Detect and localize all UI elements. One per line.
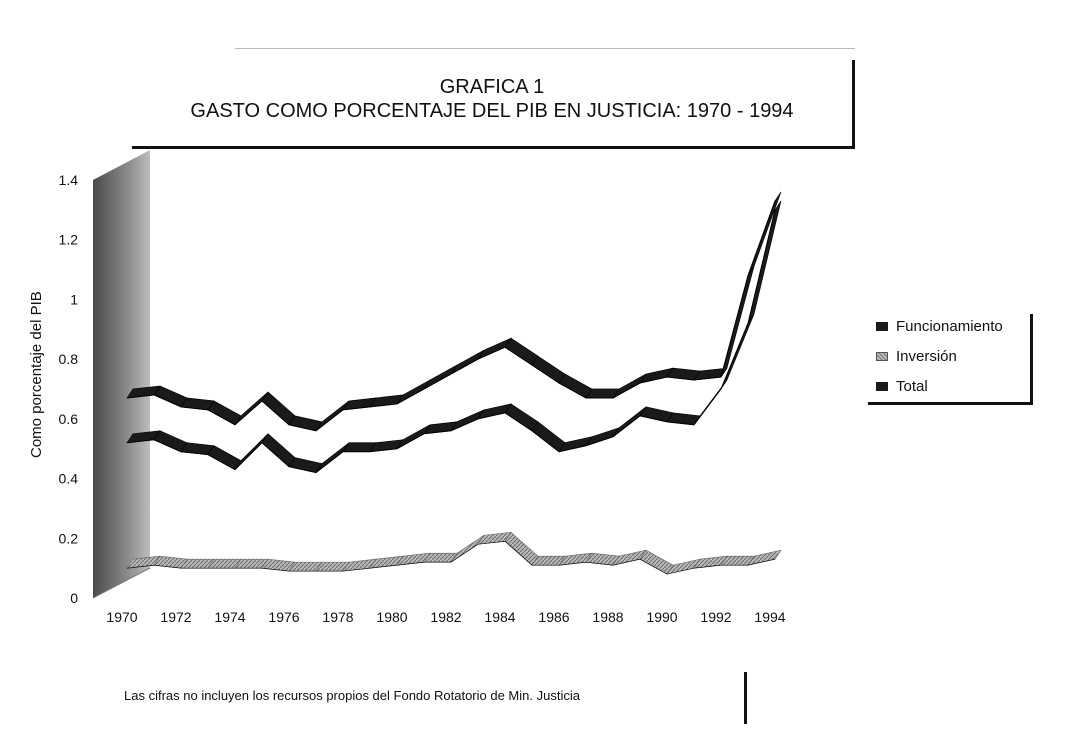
chart-title-box: GRAFICA 1 GASTO COMO PORCENTAJE DEL PIB …: [132, 60, 855, 149]
series-total: [126, 191, 782, 432]
series-funcionamiento: [126, 200, 782, 474]
series-segment: [261, 433, 296, 468]
y-tick-label: 1.4: [59, 172, 79, 188]
series-segment: [315, 442, 350, 473]
y-tick-label: 0.4: [59, 471, 79, 487]
legend-item-inversion: Inversión: [876, 346, 957, 366]
legend: Funcionamiento Inversión Total: [868, 314, 1033, 405]
x-tick-label: 1980: [376, 609, 407, 625]
y-tick-label: 1: [70, 291, 78, 307]
chart-back-wall: [93, 150, 150, 598]
y-tick-label: 0.2: [59, 530, 79, 546]
legend-swatch-inversion: [876, 351, 888, 361]
x-tick-label: 1972: [160, 609, 191, 625]
margin-bar: [744, 672, 747, 724]
y-tick-label: 1.2: [59, 232, 79, 248]
series-segment: [396, 379, 431, 405]
x-tick-label: 1986: [538, 609, 569, 625]
x-tick-label: 1974: [214, 609, 245, 625]
x-tick-label: 1992: [700, 609, 731, 625]
x-tick-label: 1982: [430, 609, 461, 625]
series-segment: [153, 385, 188, 408]
x-tick-label: 1970: [106, 609, 137, 625]
series-segment: [396, 424, 431, 449]
legend-label-total: Total: [896, 377, 928, 395]
y-tick-label: 0.6: [59, 411, 79, 427]
series-inversin: [126, 531, 782, 575]
legend-swatch-funcionamiento: [876, 321, 888, 331]
legend-item-total: Total: [876, 376, 928, 396]
series-segment: [450, 349, 485, 375]
y-axis-label: Como porcentaje del PIB: [28, 291, 45, 458]
legend-label-inversion: Inversión: [896, 347, 957, 365]
series-line: [126, 209, 776, 474]
series-segment: [315, 400, 350, 432]
series-segment: [450, 409, 485, 432]
series-segment: [477, 337, 512, 360]
x-tick-label: 1976: [268, 609, 299, 625]
y-tick-label: 0.8: [59, 351, 79, 367]
x-tick-label: 1988: [592, 609, 623, 625]
series-segment: [450, 535, 485, 563]
x-tick-label: 1994: [754, 609, 785, 625]
series-segment: [504, 531, 539, 566]
y-tick-label: 0: [70, 590, 78, 606]
series-segment: [261, 391, 296, 426]
chart-title-line2: GASTO COMO PORCENTAJE DEL PIB EN JUSTICI…: [190, 100, 794, 122]
legend-swatch-total: [876, 381, 888, 391]
x-tick-label: 1984: [484, 609, 515, 625]
legend-label-funcionamiento: Funcionamiento: [896, 317, 1003, 335]
chart-title-line1: GRAFICA 1: [439, 76, 545, 98]
series-segment: [531, 421, 566, 453]
series-segment: [612, 406, 647, 438]
series-segment: [423, 364, 458, 390]
scan-line-top: [235, 48, 855, 49]
series-segment: [747, 549, 782, 566]
series-segment: [531, 355, 566, 384]
series-line: [126, 200, 776, 432]
x-tick-label: 1978: [322, 609, 353, 625]
x-tick-label: 1990: [646, 609, 677, 625]
series-segment: [153, 430, 188, 453]
series-segment: [504, 403, 539, 432]
x-axis-line: [92, 567, 151, 599]
legend-item-funcionamiento: Funcionamiento: [876, 316, 1003, 336]
series-segment: [612, 373, 647, 399]
series-segment: [504, 337, 539, 366]
footnote: Las cifras no incluyen los recursos prop…: [124, 688, 580, 703]
series-line: [126, 540, 776, 575]
